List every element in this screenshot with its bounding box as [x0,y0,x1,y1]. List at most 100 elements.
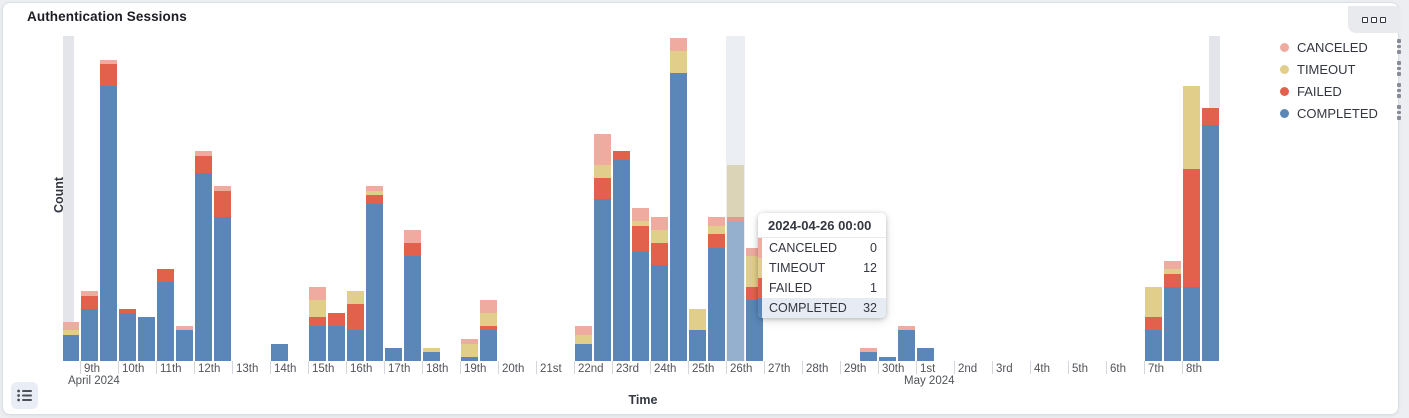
bar-segment-completed[interactable] [917,347,934,361]
bar-segment-timeout[interactable] [708,225,725,235]
bar-segment-canceled[interactable] [404,230,421,244]
bar-segment-canceled[interactable] [176,326,193,331]
bar-segment-timeout[interactable] [461,343,478,357]
bar-segment-completed[interactable] [366,203,383,361]
bar-segment-timeout[interactable] [1183,86,1200,169]
bar-segment-completed[interactable] [347,330,364,361]
bar-segment-failed[interactable] [214,190,231,217]
bar-segment-timeout[interactable] [1145,286,1162,318]
bar-segment-completed[interactable] [632,251,649,361]
bar-segment-canceled[interactable] [480,299,497,313]
bar-segment-completed[interactable] [385,347,402,361]
bar-segment-canceled[interactable] [366,186,383,191]
bar-segment-failed[interactable] [195,155,212,174]
bar-segment-timeout[interactable] [689,308,706,331]
bar-segment-completed[interactable] [100,86,117,361]
bar-segment-failed[interactable] [708,234,725,248]
bar-segment-completed[interactable] [613,160,630,361]
bar-segment-timeout[interactable] [727,164,744,217]
bar-segment-canceled[interactable] [746,247,763,257]
bar-segment-completed[interactable] [689,330,706,361]
panel-options-button[interactable] [1348,6,1400,33]
bar-segment-completed[interactable] [879,356,896,361]
bar-segment-timeout[interactable] [575,334,592,344]
bar-segment-canceled[interactable] [81,291,98,296]
legend-item-timeout[interactable]: TIMEOUT [1273,59,1405,79]
bar-segment-timeout[interactable] [651,230,668,244]
bar-segment-completed[interactable] [727,221,744,361]
bar-segment-canceled[interactable] [898,326,915,331]
bar-segment-failed[interactable] [366,195,383,204]
bar-segment-failed[interactable] [157,269,174,283]
legend-item-completed[interactable]: COMPLETED [1273,103,1405,123]
bar-segment-completed[interactable] [461,356,478,361]
bar-segment-completed[interactable] [157,282,174,361]
bar-segment-completed[interactable] [651,264,668,361]
bar-segment-completed[interactable] [575,343,592,361]
legend-toggle-button[interactable] [11,382,38,409]
legend-item-actions-button[interactable] [1397,83,1401,98]
bar-segment-failed[interactable] [81,295,98,309]
bar-segment-failed[interactable] [594,177,611,200]
bar-segment-completed[interactable] [480,330,497,361]
bar-segment-completed[interactable] [1202,125,1219,361]
bar-segment-timeout[interactable] [594,164,611,178]
bar-segment-canceled[interactable] [100,59,117,65]
bar-segment-completed[interactable] [328,326,345,361]
bar-segment-failed[interactable] [328,312,345,327]
legend-item-actions-button[interactable] [1397,105,1401,120]
bar-segment-failed[interactable] [1202,107,1219,126]
legend-item-actions-button[interactable] [1397,39,1401,54]
bar-segment-completed[interactable] [176,330,193,361]
bar-segment-canceled[interactable] [708,216,725,226]
bar-segment-timeout[interactable] [423,347,440,353]
bar-segment-canceled[interactable] [860,347,877,353]
bar-segment-completed[interactable] [1164,286,1181,361]
bar-segment-failed[interactable] [727,216,744,222]
bar-segment-failed[interactable] [1145,317,1162,331]
bar-segment-failed[interactable] [632,225,649,252]
bar-segment-timeout[interactable] [63,330,79,335]
bar-segment-failed[interactable] [119,308,136,313]
bar-segment-completed[interactable] [670,72,687,361]
bar-segment-failed[interactable] [347,304,364,331]
bar-segment-completed[interactable] [81,308,98,361]
bar-segment-failed[interactable] [100,64,117,86]
bar-segment-completed[interactable] [63,334,79,361]
bar-segment-canceled[interactable] [632,208,649,222]
bar-segment-timeout[interactable] [347,291,364,305]
bar-segment-canceled[interactable] [1164,260,1181,270]
bar-segment-timeout[interactable] [632,221,649,226]
bar-segment-timeout[interactable] [480,312,497,327]
bar-segment-completed[interactable] [271,343,288,361]
bar-segment-completed[interactable] [860,352,877,361]
bar-segment-completed[interactable] [423,352,440,361]
bar-segment-canceled[interactable] [670,37,687,52]
bar-segment-timeout[interactable] [670,51,687,73]
bar-segment-failed[interactable] [309,317,326,327]
bar-segment-completed[interactable] [309,326,326,361]
bar-segment-canceled[interactable] [214,186,231,191]
bar-segment-completed[interactable] [708,247,725,361]
bar-segment-canceled[interactable] [309,286,326,300]
bar-segment-timeout[interactable] [309,299,326,318]
bar-segment-failed[interactable] [404,243,421,257]
bar-segment-timeout[interactable] [1164,269,1181,274]
legend-item-actions-button[interactable] [1397,61,1401,76]
legend-item-failed[interactable]: FAILED [1273,81,1405,101]
bar-segment-timeout[interactable] [366,190,383,196]
legend-item-canceled[interactable]: CANCELED [1273,37,1405,57]
bar-segment-completed[interactable] [898,330,915,361]
bar-segment-canceled[interactable] [651,216,668,231]
bar-segment-completed[interactable] [404,256,421,361]
bar-segment-canceled[interactable] [195,151,212,156]
bar-segment-canceled[interactable] [594,134,611,165]
bar-segment-failed[interactable] [613,151,630,161]
bar-segment-completed[interactable] [594,199,611,361]
bar-segment-failed[interactable] [651,243,668,265]
bar-segment-completed[interactable] [138,317,155,361]
bar-segment-completed[interactable] [1145,330,1162,361]
bar-segment-completed[interactable] [1183,286,1200,361]
bar-segment-failed[interactable] [480,326,497,331]
bar-segment-completed[interactable] [119,312,136,361]
